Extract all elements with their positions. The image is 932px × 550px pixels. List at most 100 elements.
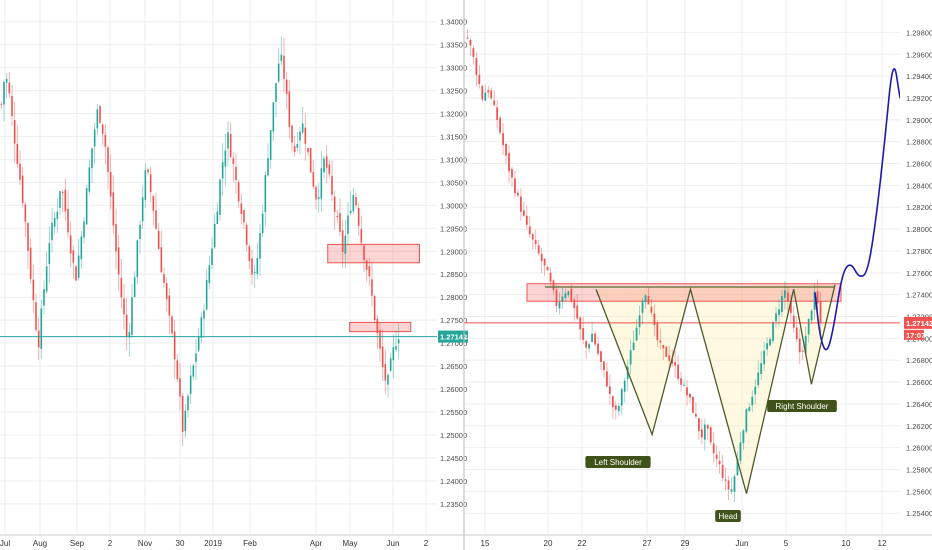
candle-body [64, 189, 67, 212]
y-tick-label: 1.33000 [440, 64, 467, 73]
y-tick-label: 1.31000 [440, 155, 467, 164]
candle [133, 271, 136, 298]
candle-body [8, 82, 11, 94]
x-tick-label: 27 [643, 539, 652, 548]
candle-body [352, 194, 355, 212]
candle [96, 104, 99, 136]
candle [101, 123, 104, 146]
projection-curve[interactable] [814, 68, 901, 351]
neckline-resistance-zone[interactable] [526, 283, 842, 302]
candle-body [328, 164, 331, 175]
candle-body [221, 162, 224, 179]
candle-body [32, 279, 35, 301]
candle-body [11, 96, 13, 117]
candle-body [48, 243, 51, 265]
x-tick-label: 20 [544, 539, 553, 548]
candle [357, 202, 360, 236]
candle-body [283, 55, 285, 79]
candle-body [727, 480, 730, 490]
candle [264, 171, 267, 227]
y-tick-label: 1.28600 [906, 160, 932, 169]
candle-body [552, 280, 555, 291]
candle [21, 166, 24, 208]
candle [115, 208, 117, 270]
head-label[interactable]: Head [715, 510, 741, 522]
candle [269, 130, 272, 169]
candle-body [789, 300, 792, 314]
candle [224, 133, 227, 186]
candle [754, 379, 757, 405]
supply-zone[interactable] [327, 243, 421, 264]
candle [766, 337, 769, 356]
candle [320, 150, 323, 212]
candle-body [659, 340, 662, 343]
candle-body [299, 131, 301, 141]
y-tick-label: 1.25500 [440, 408, 467, 417]
candle-body [83, 221, 85, 238]
price-time-tag-value: 17:07 [906, 331, 925, 340]
candle-body [152, 196, 155, 211]
candle [727, 475, 730, 501]
candle-body [27, 222, 29, 251]
candle-body [804, 335, 807, 354]
candle-body [371, 279, 373, 296]
candle [573, 296, 576, 321]
candle [668, 345, 671, 370]
candle [381, 328, 384, 382]
candle [706, 424, 709, 440]
candle [339, 198, 341, 237]
candle-body [786, 292, 789, 302]
right-shoulder-label[interactable]: Right Shoulder [767, 400, 837, 412]
x-tick-label: Jun [736, 539, 749, 548]
right-chart-panel[interactable]: Left Shoulder Head Right Shoulder [464, 0, 901, 535]
y-tick-label: 1.30000 [440, 201, 467, 210]
candle [567, 290, 570, 298]
candle-body [45, 266, 48, 292]
candle [644, 293, 647, 309]
candle-body [668, 355, 671, 361]
candle [466, 29, 469, 40]
right-price-axis[interactable]: 1.29800 1.29600 1.29400 1.29200 1.29000 1.288… [904, 28, 932, 518]
left-price-axis[interactable]: 1.34000 1.33500 1.33000 1.32500 1.32000 1.315… [438, 18, 468, 509]
y-tick-label: 1.24500 [440, 454, 467, 463]
candle-body [349, 210, 352, 214]
price-tag-value: 1.27142 [440, 333, 467, 342]
candle [245, 222, 248, 252]
candle [798, 328, 801, 364]
candle [697, 417, 700, 440]
candle [600, 350, 602, 370]
candle-body [656, 323, 659, 341]
candle [677, 355, 680, 382]
y-tick-label: 1.25800 [906, 466, 932, 475]
left-shoulder-label[interactable]: Left Shoulder [585, 456, 651, 468]
candle-body [653, 313, 656, 326]
candle [620, 387, 623, 415]
pattern-label-text: Right Shoulder [776, 402, 829, 411]
candle [221, 143, 224, 196]
candle-body [160, 247, 163, 273]
candle-body [315, 186, 317, 200]
candle [296, 131, 299, 153]
candle-body [600, 351, 602, 362]
candle-body [163, 274, 165, 284]
candle [139, 220, 141, 254]
y-tick-label: 1.23500 [440, 500, 467, 509]
candle-body [0, 103, 3, 105]
right-time-axis[interactable]: 15 20 22 27 29 Jun 5 10 12 [481, 539, 887, 548]
candle [478, 65, 481, 89]
head-shoulders-outline[interactable] [595, 284, 836, 494]
candle-body [697, 418, 700, 431]
left-time-axis[interactable]: Jul Aug Sep 2 Nov 30 2019 Feb Apr May Jun 2 [0, 539, 429, 548]
candle [235, 153, 237, 194]
candle [588, 341, 591, 353]
x-tick-label: 30 [176, 539, 185, 548]
candle [748, 403, 751, 412]
candle [16, 125, 19, 168]
candle-body [561, 296, 564, 302]
left-chart-panel[interactable] [0, 0, 437, 535]
candle-body [567, 291, 570, 296]
candle-body [155, 210, 157, 229]
y-tick-label: 1.25600 [906, 487, 932, 496]
candle-body [40, 308, 43, 349]
candle-body [211, 248, 213, 266]
